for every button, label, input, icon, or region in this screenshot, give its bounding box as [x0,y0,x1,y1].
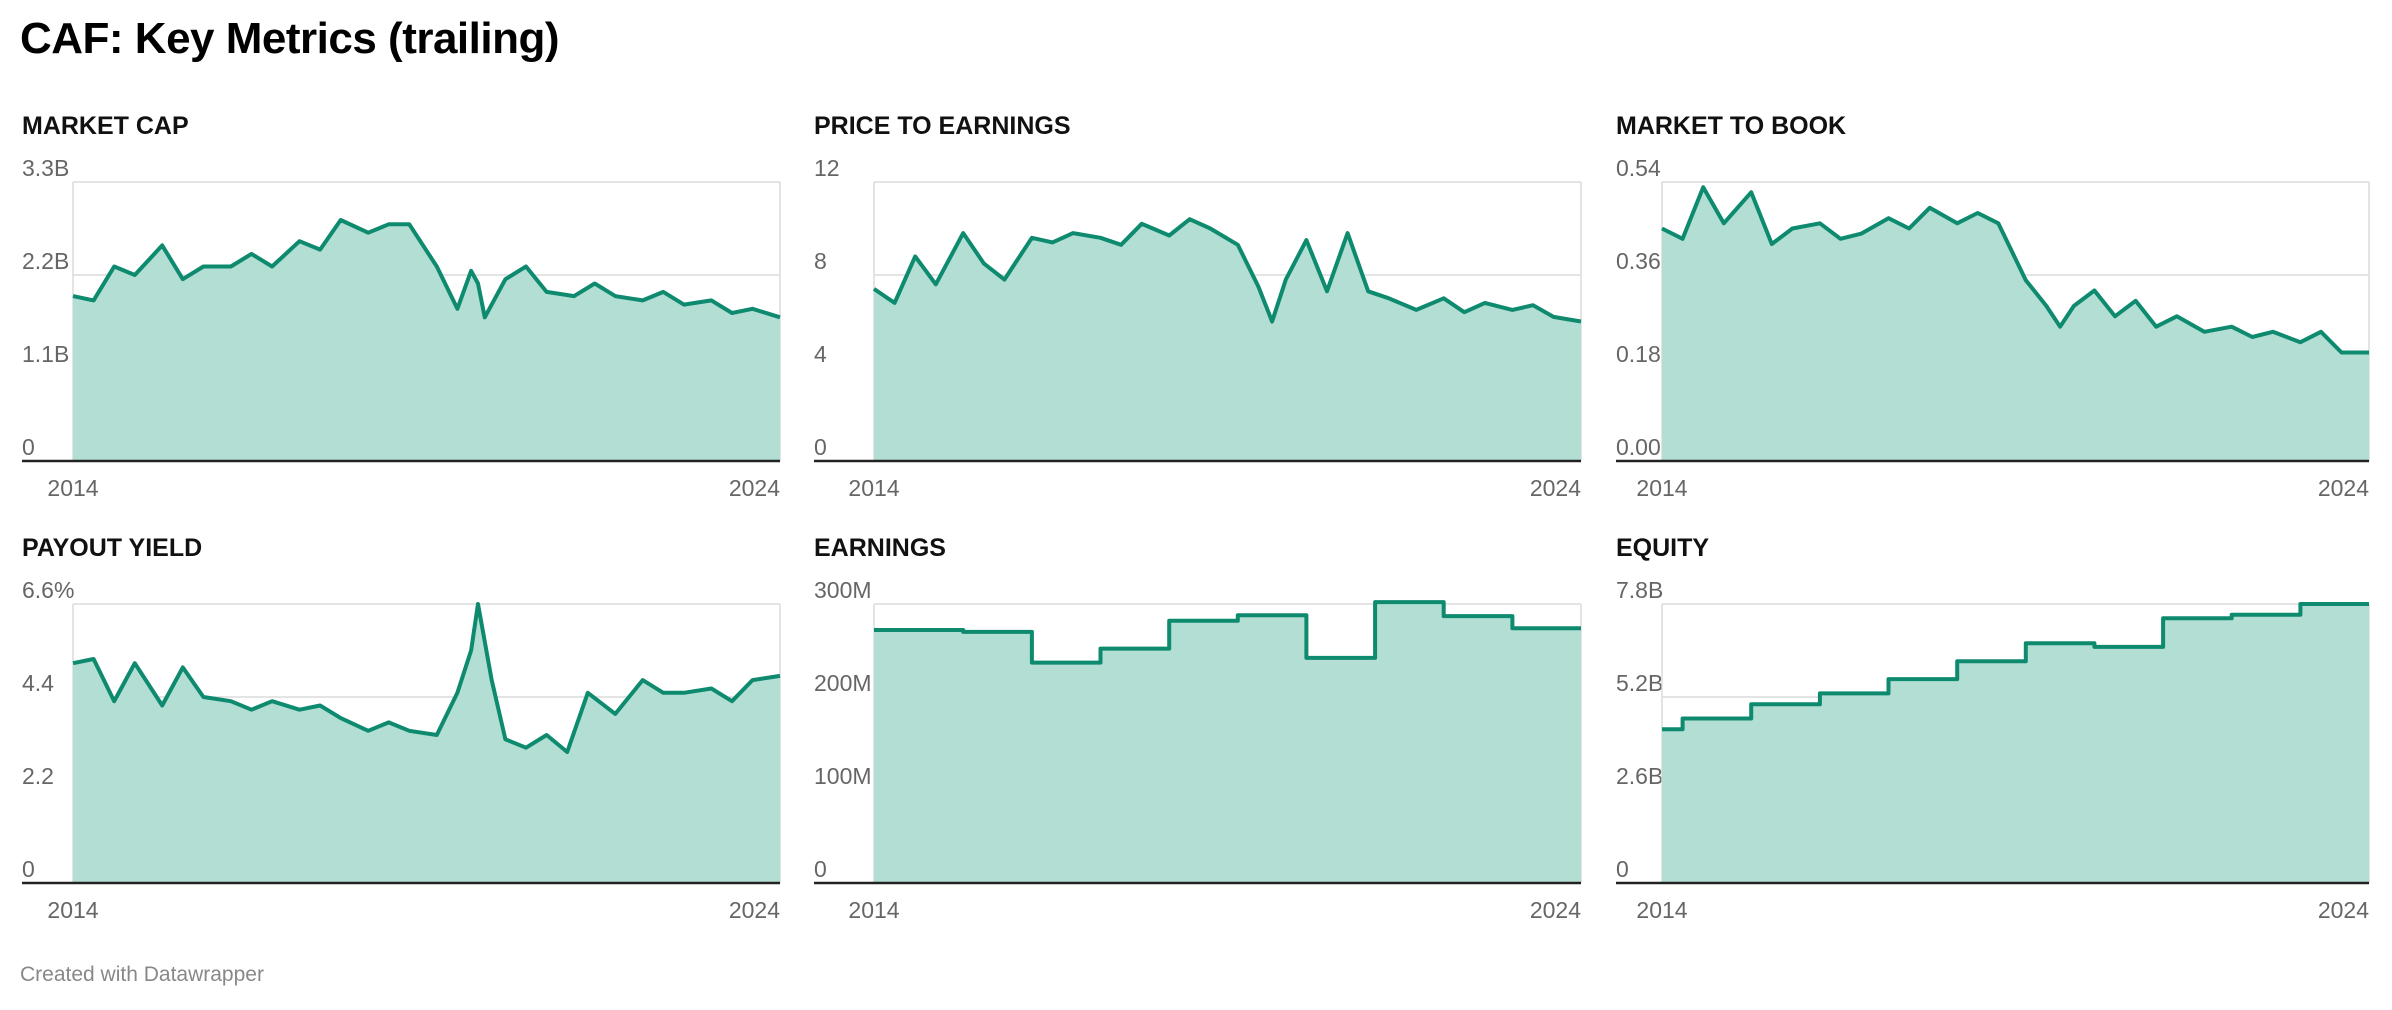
chart-earnings: EARNINGS 0 100M 200M 300M 2014 2024 [814,534,1582,923]
series-line [72,602,781,754]
area-fill [73,604,780,883]
series-line [72,218,781,320]
x-tick-label: 2014 [1636,475,1687,501]
y-tick-label: 2.6B [1616,763,1663,789]
x-tick-label: 2014 [848,897,899,923]
y-tick-label: 4.4 [22,670,54,696]
area-fill [1662,187,2369,461]
series-line [872,217,1582,324]
x-tick-label: 2024 [2318,475,2369,501]
y-tick-label: 8 [814,248,827,274]
series-line [1662,602,2369,732]
y-tick-label: 0.18 [1616,341,1661,367]
chart-equity: EQUITY 0 2.6B 5.2B 7.8B 2014 2024 [1616,534,2370,923]
series-line [1661,185,2369,355]
series-line [874,600,1581,665]
y-tick-label: 0.36 [1616,248,1661,274]
y-tick-label: 0 [22,434,35,460]
y-tick-label: 100M [814,763,872,789]
x-tick-label: 2024 [1530,475,1581,501]
x-tick-label: 2014 [1636,897,1687,923]
y-tick-label: 200M [814,670,872,696]
chart-title: PAYOUT YIELD [22,534,202,562]
y-tick-label: 0.54 [1616,155,1661,181]
area-fill [73,220,780,461]
area-fill [874,219,1581,461]
chart-payout-yield: PAYOUT YIELD 0 2.2 4.4 6.6% 2014 2024 [22,534,781,923]
x-tick-label: 2024 [1530,897,1581,923]
area-fill [874,602,1581,883]
y-tick-label: 6.6% [22,577,74,603]
y-tick-label: 4 [814,341,827,367]
x-tick-label: 2024 [729,897,780,923]
area-fill [1662,604,2369,883]
chart-title: EARNINGS [814,534,946,562]
x-tick-label: 2014 [848,475,899,501]
x-tick-label: 2014 [47,897,98,923]
chart-title: MARKET TO BOOK [1616,112,1846,140]
y-tick-label: 3.3B [22,155,69,181]
chart-market-cap: MARKET CAP 0 1.1B 2.2B 3.3B 2014 2024 [22,112,781,501]
y-tick-label: 0.00 [1616,434,1661,460]
x-tick-label: 2024 [2318,897,2369,923]
y-tick-label: 300M [814,577,872,603]
y-tick-label: 12 [814,155,840,181]
y-tick-label: 2.2B [22,248,69,274]
x-tick-label: 2014 [47,475,98,501]
chart-title: MARKET CAP [22,112,189,140]
y-tick-label: 5.2B [1616,670,1663,696]
y-tick-label: 7.8B [1616,577,1663,603]
x-tick-label: 2024 [729,475,780,501]
chart-market-to-book: MARKET TO BOOK 0.00 0.18 0.36 0.54 2014 2024 [1616,112,2370,501]
page-title: CAF: Key Metrics (trailing) [20,14,560,63]
y-tick-label: 0 [22,856,35,882]
y-tick-label: 0 [814,434,827,460]
footer-credit: Created with Datawrapper [20,963,264,986]
chart-title: EQUITY [1616,534,1709,562]
chart-title: PRICE TO EARNINGS [814,112,1071,140]
y-tick-label: 0 [1616,856,1629,882]
y-tick-label: 1.1B [22,341,69,367]
y-tick-label: 0 [814,856,827,882]
y-tick-label: 2.2 [22,763,54,789]
chart-price-to-earnings: PRICE TO EARNINGS 0 4 8 12 2014 2024 [814,112,1582,501]
